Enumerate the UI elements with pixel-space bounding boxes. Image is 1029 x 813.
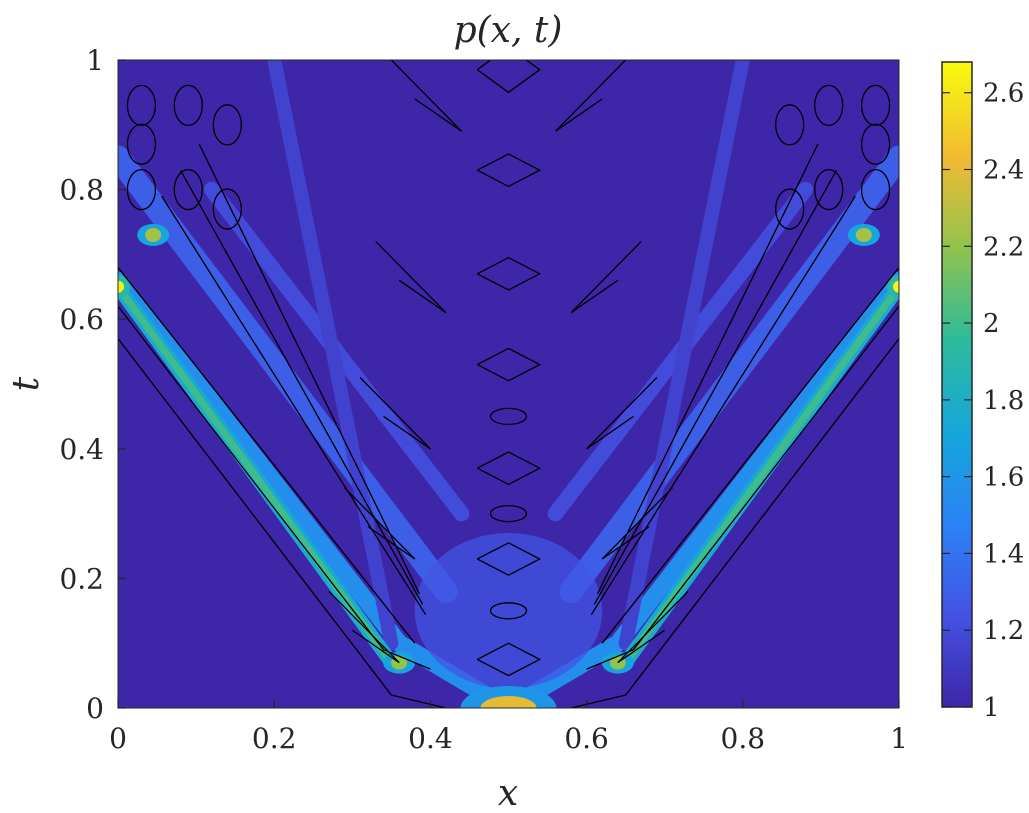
y-axis: 0 0.2 0.4 0.6 0.8 1 (59, 44, 126, 725)
contour-front-right-a (586, 305, 899, 670)
contour-wedge-right-2 (586, 377, 658, 450)
x-axis-label: x (498, 773, 518, 813)
contour-inner-left-2 (198, 143, 421, 595)
front-endpoint-peak-1 (893, 280, 899, 293)
front-endpoint-peak-0 (118, 280, 124, 293)
wave-band-7 (618, 60, 750, 651)
contour-wedge-left-0 (390, 60, 463, 132)
wave-band-1 (499, 271, 899, 708)
colorbar-tick-label: 2.4 (983, 156, 1024, 186)
colorbar-tick-label: 1 (983, 693, 1000, 723)
contour-diamond-top (476, 60, 541, 94)
x-tick-label: 0.6 (564, 722, 609, 755)
x-tick-label: 0.2 (252, 722, 297, 755)
contour-cell-right-0 (860, 84, 891, 127)
x-tick-label: 1 (890, 722, 908, 755)
colorbar-ticks: 1 1.2 1.4 1.6 1.8 2 2.2 2.4 2.6 (942, 79, 1024, 723)
contour-cell-right-4 (775, 104, 805, 146)
colorbar: 1 1.2 1.4 1.6 1.8 2 2.2 2.4 2.6 (941, 61, 1024, 723)
colorbar-tick-label: 2.2 (983, 232, 1024, 262)
y-tick-label: 0.8 (59, 174, 104, 207)
contour-inner-right-2 (596, 143, 819, 595)
contour-cell-right-5 (860, 123, 891, 165)
side-bump-2 (145, 227, 162, 242)
y-tick-label: 1 (86, 44, 104, 77)
colorbar-tick-label: 2 (983, 309, 1000, 339)
contour-wedge-right-1 (570, 240, 642, 314)
contour-diamond-4 (477, 256, 542, 291)
contour-front-right-b (601, 266, 899, 644)
x-tick-label: 0 (109, 722, 127, 755)
colorbar-tick-label: 2.6 (983, 79, 1024, 109)
contour-inner-right-1 (593, 169, 838, 605)
contour-cell-left-6 (212, 188, 242, 230)
contour-diamond-5 (477, 153, 542, 188)
plot-area (118, 60, 899, 708)
contour-inner-left-0 (161, 195, 427, 616)
wave-band-3 (559, 145, 899, 604)
contour-cell-left-3 (173, 168, 203, 211)
contour-outer-right (570, 338, 899, 708)
chart-title: p(x, t) (454, 10, 563, 51)
x-axis: 0 0.2 0.4 0.6 0.8 1 (109, 700, 908, 755)
contour-diamond-2 (477, 451, 542, 486)
contour-inner-right-0 (590, 195, 856, 616)
contour-diamond-0 (477, 642, 542, 677)
contour-outer-left (118, 338, 447, 708)
contour-cell-left-2 (126, 168, 157, 211)
contour-front-left-a (118, 305, 431, 670)
contour-cell-left-4 (212, 104, 242, 146)
contour-wedge-right-4 (617, 590, 689, 664)
plot-frame (117, 59, 900, 709)
contour-cell-right-6 (775, 188, 805, 230)
wave-band-2 (118, 145, 458, 604)
y-tick-label: 0.4 (59, 433, 104, 466)
contour-cell-left-1 (173, 84, 203, 127)
contour-wedge-right-3 (601, 487, 673, 560)
y-tick-label: 0.2 (59, 562, 104, 595)
contour-diamond-1 (477, 542, 542, 576)
contour-cell-right-3 (814, 168, 844, 211)
contour-cell-left-5 (126, 123, 157, 165)
contour-diamond-3 (477, 347, 542, 382)
contour-inner-left-1 (179, 169, 424, 605)
wave-band-6 (267, 60, 399, 651)
y-tick-label: 0 (86, 692, 104, 725)
colorbar-tick-label: 1.2 (983, 616, 1024, 646)
contour-cell-left-0 (126, 84, 157, 127)
colorbar-gradient (941, 61, 973, 708)
side-bump-3 (855, 227, 872, 242)
contour-wedge-left-4 (328, 590, 400, 664)
contour-wedge-left-2 (359, 377, 431, 450)
contour-cell-right-2 (860, 168, 891, 211)
y-tick-label: 0.6 (59, 303, 104, 336)
colorbar-tick-label: 1.6 (983, 463, 1024, 493)
colorbar-tick-label: 1.8 (983, 386, 1024, 416)
contour-ellipse-0 (489, 602, 528, 620)
contour-cell-right-1 (814, 84, 844, 127)
contour-wedge-left-1 (375, 240, 447, 314)
contour-wedge-right-0 (554, 60, 627, 132)
contour-wedge-left-3 (344, 487, 416, 560)
contour-lines (118, 60, 899, 708)
contour-ellipse-2 (489, 407, 528, 426)
contour-ellipse-1 (489, 504, 528, 523)
colorbar-tick-label: 1.4 (983, 539, 1024, 569)
initial-peak (480, 696, 537, 708)
wave-band-0 (118, 271, 518, 708)
central-glow (414, 533, 603, 689)
y-axis-label: t (6, 376, 47, 391)
x-tick-label: 0.4 (408, 722, 453, 755)
x-tick-label: 0.8 (721, 722, 766, 755)
contour-front-left-b (118, 266, 416, 644)
